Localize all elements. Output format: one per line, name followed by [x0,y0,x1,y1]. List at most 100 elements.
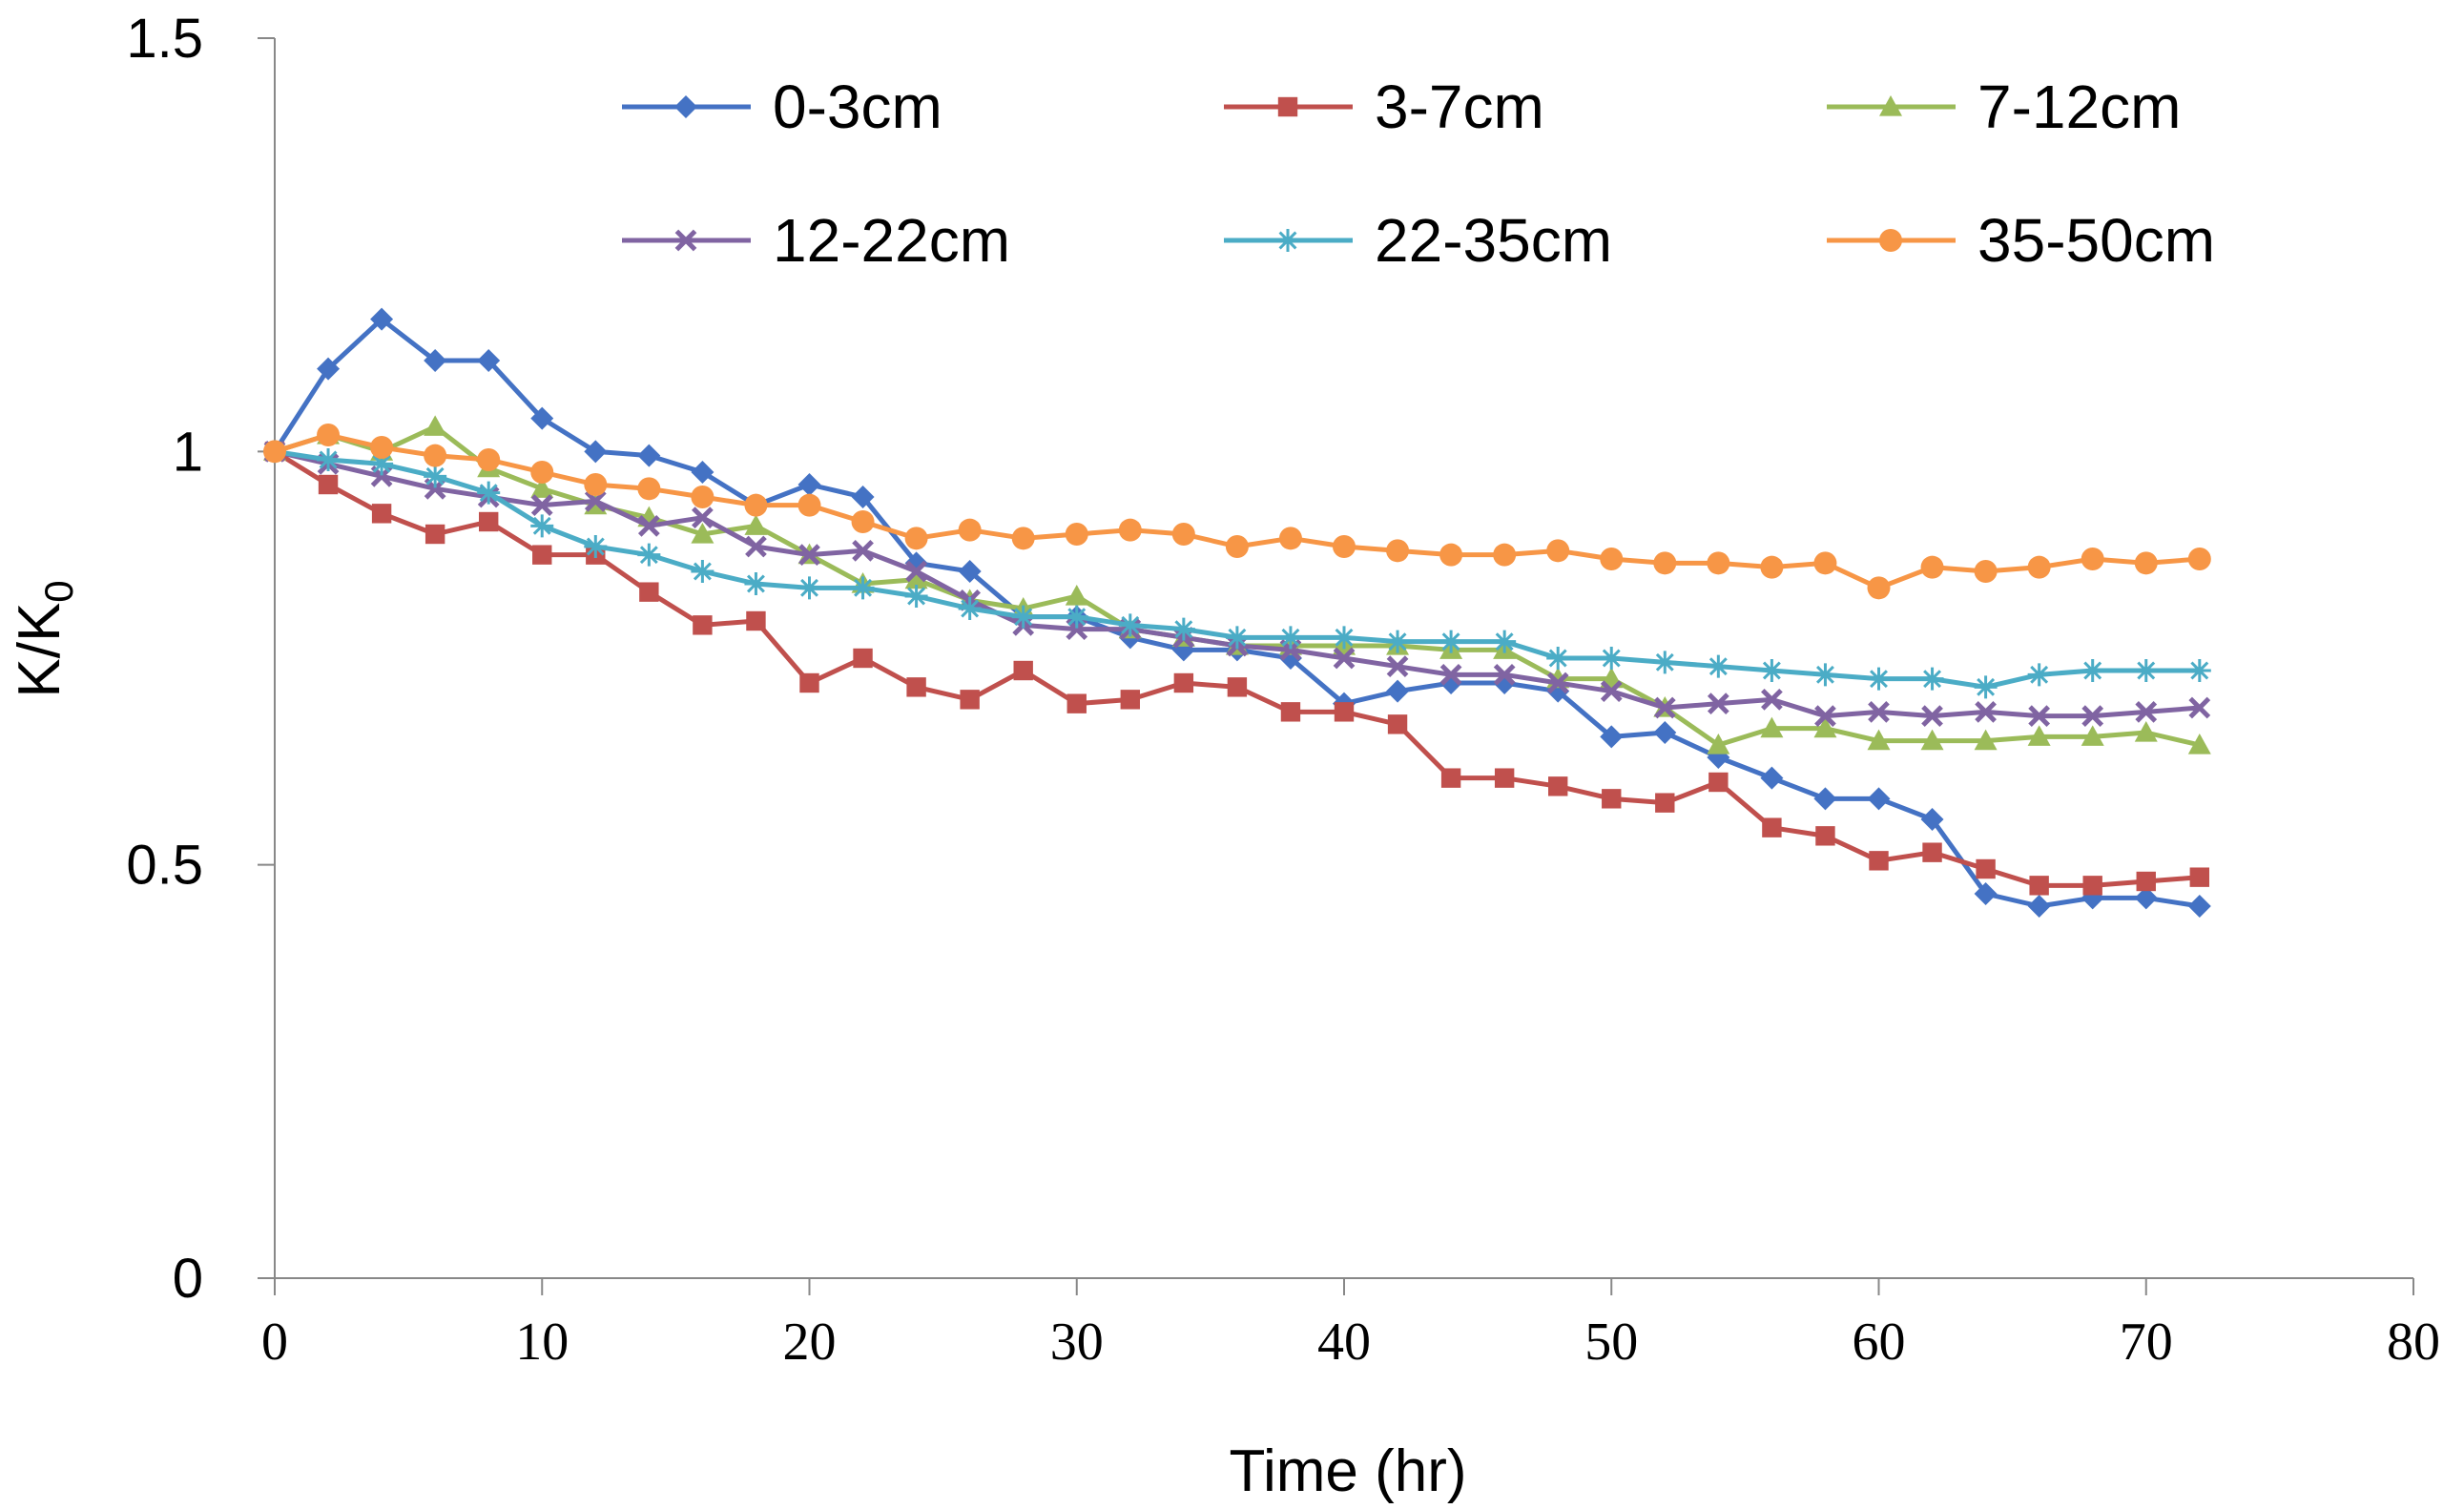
data-point-marker [1278,527,1302,550]
data-point-marker [2187,895,2211,918]
legend: 0-3cm 3-7cm 7-12cm 12-22cm 22-35cm 35-50cm [622,72,2215,275]
data-point-marker [637,514,660,537]
data-point-marker [424,349,447,372]
x-tick-label: 80 [2387,1313,2440,1372]
data-point-marker [1600,548,1624,570]
data-point-marker [2187,734,2211,754]
x-tick-label: 20 [783,1313,837,1372]
series-line [272,317,2201,909]
data-point-marker [639,582,659,602]
data-point-marker [1708,772,1729,793]
data-point-marker [1815,826,1835,846]
data-point-marker [1974,675,1998,699]
data-point-marker [1493,543,1517,567]
legend-item-3-7cm: 3-7cm [1224,72,1544,141]
data-point-marker [1386,630,1410,653]
data-point-marker [1120,690,1140,710]
data-point-marker [371,504,392,524]
data-point-marker [1867,667,1891,691]
data-point-marker [1439,630,1463,653]
data-point-marker [1760,555,1784,579]
series-line [274,424,2201,748]
data-point-marker [2081,659,2104,682]
data-point-marker [1440,768,1461,788]
data-point-marker [584,473,608,496]
data-point-marker [2189,867,2209,887]
data-point-marker [637,444,661,467]
legend-item-22-35cm: 22-35cm [1224,206,1612,275]
data-point-marker [263,440,286,464]
data-point-marker [1813,787,1837,811]
y-ticks: 0 0.5 1 1.5 [126,8,275,1310]
data-point-marker [2188,696,2211,719]
x-tick-label: 10 [515,1313,569,1372]
data-point-marker [958,560,982,583]
data-point-marker [2029,876,2049,896]
data-point-marker [1761,688,1783,711]
data-point-marker [797,473,821,496]
data-point-marker [691,523,714,544]
data-point-marker [1333,535,1356,558]
data-point-marker [530,477,554,498]
data-point-marker [532,545,552,565]
data-point-marker [853,648,873,669]
data-point-marker [1011,527,1035,550]
data-point-marker [851,576,875,600]
data-point-marker [1879,95,1902,116]
y-tick-label: 0 [173,1248,203,1310]
data-point-marker [1867,576,1891,600]
data-point-marker [1814,705,1836,728]
data-point-marker [2081,725,2104,746]
data-point-marker [1867,787,1891,811]
data-point-marker [1065,585,1088,606]
x-tick-label: 30 [1050,1313,1104,1372]
legend-label: 3-7cm [1375,72,1544,141]
data-point-marker [1011,605,1035,629]
data-point-marker [1707,654,1730,678]
data-point-marker [904,568,928,589]
data-point-marker [1280,702,1301,722]
data-point-marker [370,436,394,459]
data-point-marker [424,465,447,488]
data-point-marker [1920,808,1944,831]
legend-item-0-3cm: 0-3cm [622,72,942,141]
y-axis-title: K/K0 [7,580,81,697]
data-point-marker [2134,659,2158,682]
data-point-marker [1867,729,1891,751]
data-point-marker [2136,871,2156,892]
data-point-marker [1600,680,1623,703]
data-point-marker [1066,693,1087,713]
data-point-marker [1386,539,1410,563]
series-line [273,449,2200,888]
data-point-marker [1974,560,1998,583]
data-point-marker [424,524,445,545]
data-point-marker [1975,700,1997,723]
data-point-marker [2027,663,2051,687]
data-point-marker [584,489,607,512]
data-point-marker [2135,700,2158,723]
data-point-marker [1760,766,1784,790]
data-point-marker [960,690,980,710]
data-point-marker [317,424,341,446]
data-point-marker [904,585,928,608]
data-point-marker [797,576,821,600]
data-point-marker [1760,716,1784,738]
data-point-marker [1439,543,1463,567]
data-point-marker [477,448,501,471]
data-point-marker [1653,551,1677,575]
data-point-marker [674,95,697,118]
series-line [274,432,2200,590]
x-tick-label: 60 [1853,1313,1906,1372]
data-point-marker [674,229,697,252]
data-point-marker [1225,626,1249,650]
series-3-7cm [264,442,2209,896]
data-point-marker [1548,776,1568,796]
data-point-marker [1439,663,1462,686]
data-point-marker [584,440,608,464]
data-point-marker [797,493,821,517]
series-layer [263,307,2211,918]
data-point-marker [799,672,819,693]
data-point-marker [637,543,661,567]
data-point-marker [1879,229,1902,252]
data-point-marker [1762,817,1782,837]
